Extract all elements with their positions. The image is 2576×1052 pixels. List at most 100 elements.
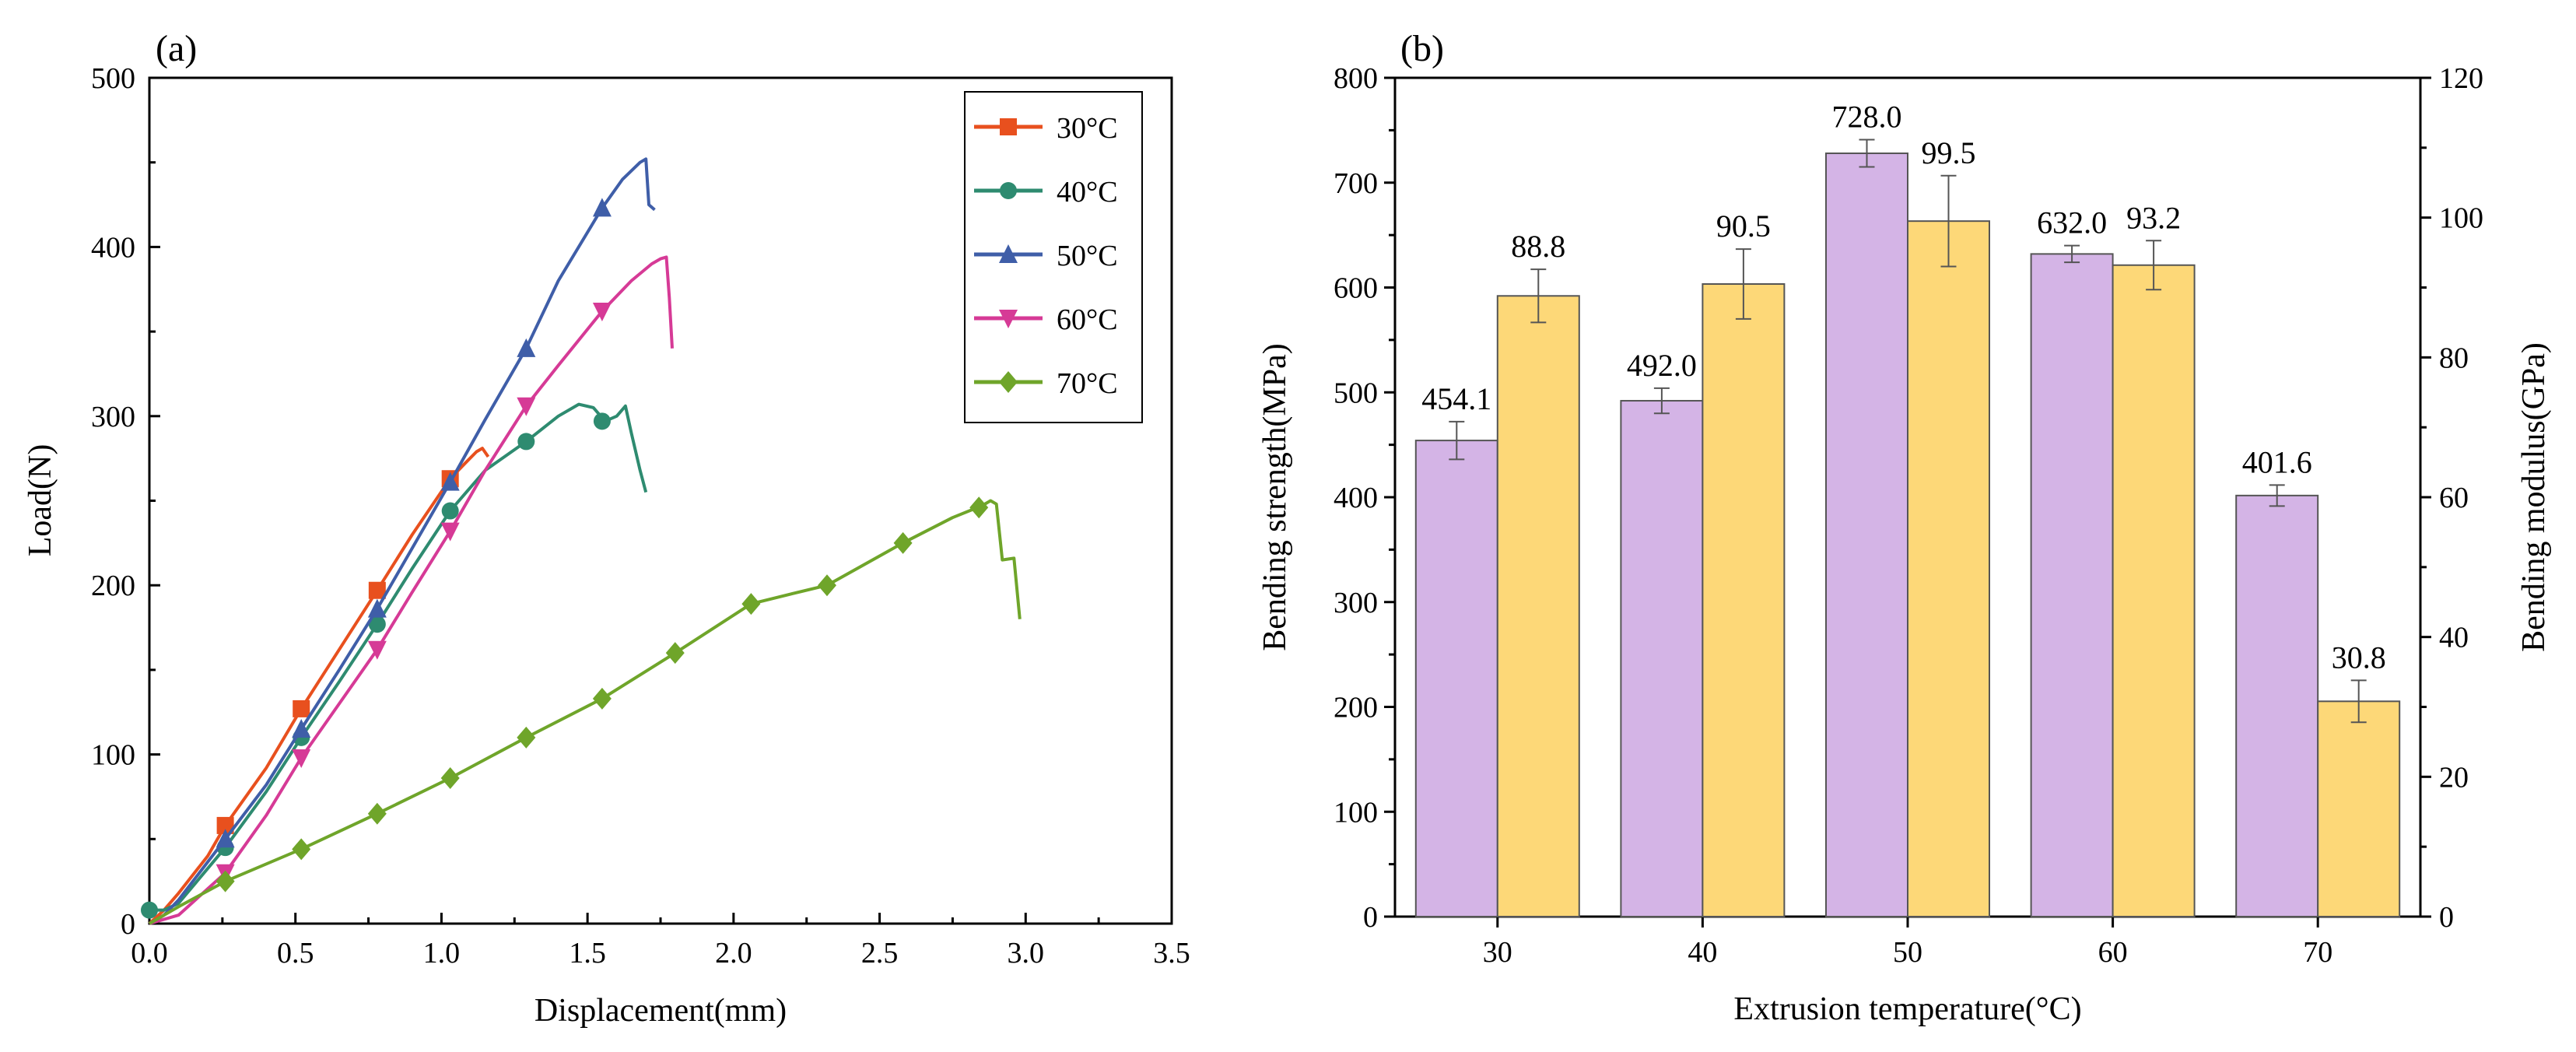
- data-point: [368, 615, 386, 633]
- strength-bar: [1825, 153, 1908, 917]
- y-tick-label: 400: [91, 231, 135, 264]
- data-point: [969, 496, 989, 519]
- left-y-tick-label: 800: [1334, 62, 1378, 95]
- x-tick-label: 50: [1893, 936, 1922, 969]
- panel-a-label: (a): [156, 28, 197, 69]
- data-point: [367, 802, 387, 825]
- panel-b-right-axis-title: Bending modulus(GPa): [2516, 342, 2552, 652]
- strength-value-label: 632.0: [2037, 205, 2107, 240]
- x-tick-label: 30: [1483, 936, 1512, 969]
- data-point: [741, 593, 761, 615]
- legend-swatch-marker: [999, 310, 1018, 328]
- right-y-tick-label: 0: [2439, 901, 2454, 934]
- data-point: [817, 574, 836, 597]
- modulus-bar: [2317, 700, 2401, 918]
- y-tick-label: 500: [91, 62, 135, 95]
- legend-swatch-marker: [999, 244, 1018, 263]
- strength-bar: [1620, 400, 1704, 917]
- x-tick-label: 2.5: [861, 937, 899, 970]
- left-y-tick-label: 500: [1334, 377, 1378, 409]
- data-point: [292, 838, 311, 861]
- strength-bar: [1414, 440, 1498, 917]
- y-tick-label: 0: [121, 908, 135, 941]
- legend-box: [964, 91, 1143, 423]
- modulus-bar: [1907, 220, 1990, 917]
- data-point: [893, 531, 913, 554]
- panel-a-line-chart: (a) 0.0 0.5 1.0 1.5 2.0 2.5 3.0 3.5 0 100 200 300 4…: [23, 28, 1190, 1029]
- x-tick-label: 2.0: [715, 937, 752, 970]
- left-y-tick-label: 0: [1363, 901, 1378, 934]
- series-line: [148, 499, 1022, 925]
- legend-entry-label: 60°C: [1057, 303, 1118, 336]
- right-y-tick-label: 80: [2439, 342, 2469, 374]
- legend-swatch-marker: [1000, 182, 1017, 199]
- data-point: [216, 870, 235, 892]
- legend-entry-label: 50°C: [1057, 240, 1118, 272]
- panel-a-legend: 30°C 40°C 50°C 60°C 70°C: [964, 91, 1143, 423]
- right-y-tick-label: 100: [2439, 202, 2483, 235]
- x-tick-label: 40: [1688, 936, 1717, 969]
- data-point: [517, 338, 536, 357]
- panel-a-x-axis-title: Displacement(mm): [534, 993, 787, 1029]
- legend-swatch-marker: [999, 371, 1018, 393]
- data-point: [665, 642, 685, 665]
- data-point: [368, 581, 386, 599]
- x-tick-label: 1.0: [423, 937, 461, 970]
- data-point: [141, 901, 158, 919]
- data-point: [440, 767, 460, 790]
- left-y-tick-label: 300: [1334, 587, 1378, 619]
- x-tick-label: 70: [2303, 936, 2332, 969]
- strength-value-label: 401.6: [2242, 444, 2312, 479]
- modulus-bar: [1496, 295, 1580, 917]
- series-line: [148, 447, 490, 925]
- legend-entry-label: 30°C: [1057, 112, 1118, 145]
- data-point: [216, 816, 234, 834]
- x-tick-label: 0.5: [277, 937, 314, 970]
- left-y-tick-label: 600: [1334, 272, 1378, 305]
- data-point: [592, 303, 612, 322]
- series-50c: [148, 157, 656, 925]
- left-y-tick-label: 200: [1334, 692, 1378, 724]
- x-tick-label: 1.5: [569, 937, 606, 970]
- panel-b-left-axis-title: Bending strength(MPa): [1257, 343, 1293, 650]
- data-point: [592, 198, 612, 217]
- data-point: [517, 433, 535, 451]
- legend-entry-label: 40°C: [1057, 176, 1118, 209]
- data-point: [593, 412, 611, 430]
- left-y-tick-label: 100: [1334, 796, 1378, 829]
- strength-value-label: 492.0: [1627, 348, 1697, 383]
- series-70c: [148, 496, 1022, 925]
- data-point: [367, 640, 387, 660]
- strength-bar: [2030, 253, 2114, 917]
- data-point: [440, 522, 460, 542]
- modulus-value-label: 99.5: [1922, 135, 1976, 170]
- data-point: [292, 749, 311, 768]
- data-point: [592, 687, 612, 710]
- data-point: [441, 502, 459, 520]
- modulus-bar: [1702, 283, 1786, 917]
- data-point: [440, 472, 460, 491]
- x-tick-label: 3.0: [1008, 937, 1045, 970]
- series-line: [149, 255, 674, 925]
- modulus-value-label: 30.8: [2332, 640, 2386, 675]
- y-tick-label: 200: [91, 570, 135, 602]
- data-point: [517, 397, 536, 416]
- legend-swatch-marker: [1000, 118, 1017, 135]
- left-y-tick-label: 700: [1334, 167, 1378, 200]
- y-tick-label: 100: [91, 739, 135, 772]
- right-y-tick-label: 60: [2439, 482, 2469, 514]
- data-point: [216, 829, 235, 848]
- strength-value-label: 454.1: [1421, 381, 1491, 416]
- modulus-bar: [2112, 264, 2196, 917]
- right-y-tick-label: 20: [2439, 761, 2469, 794]
- right-y-tick-label: 120: [2439, 62, 2483, 95]
- x-tick-label: 3.5: [1153, 937, 1190, 970]
- series-60c: [149, 255, 674, 925]
- panel-b-bar-chart: (b) 0 100 200 300 400 500 600 700 800 0 20 40 60 80 1…: [1257, 28, 2552, 1027]
- strength-bar: [2235, 494, 2319, 917]
- modulus-value-label: 93.2: [2126, 200, 2181, 235]
- panel-a-y-axis-title: Load(N): [23, 444, 58, 557]
- data-point: [367, 598, 387, 618]
- legend-entry-label: 70°C: [1057, 367, 1118, 400]
